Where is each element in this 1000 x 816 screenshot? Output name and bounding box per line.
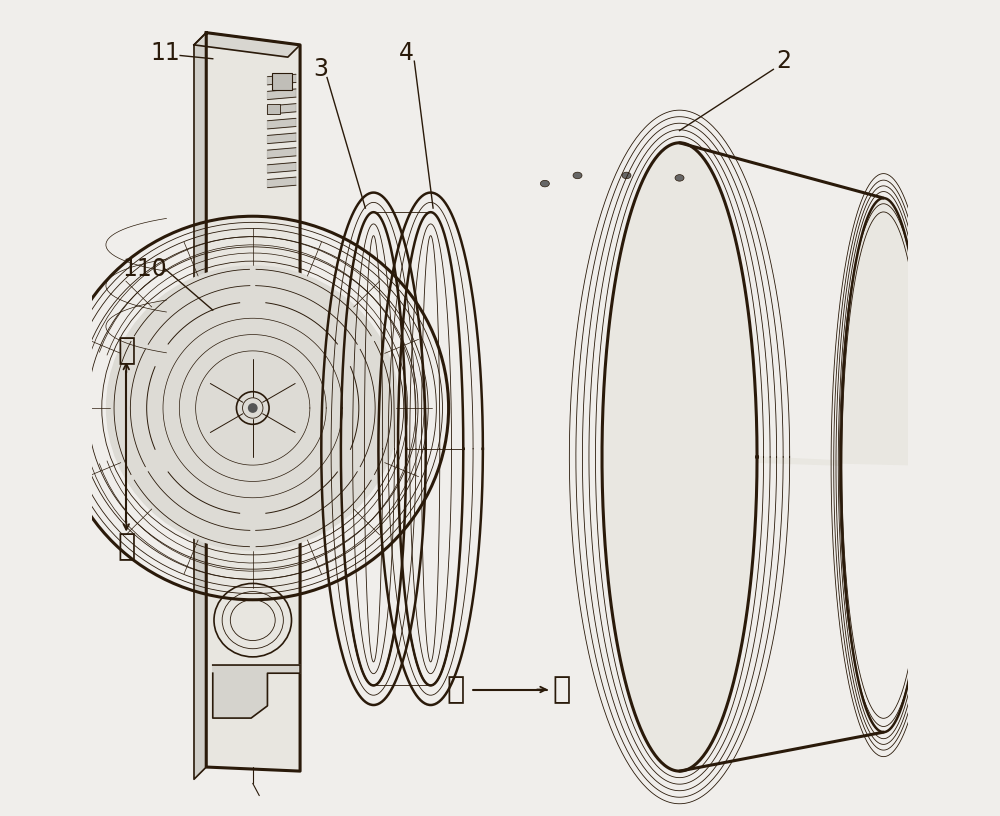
Text: 110: 110 [123,257,167,282]
Bar [272,73,292,90]
Text: 前: 前 [552,675,570,704]
Text: 下: 下 [117,532,135,561]
Polygon shape [267,133,296,144]
Polygon shape [194,33,300,57]
Polygon shape [213,665,300,718]
Text: 4: 4 [399,41,414,65]
Polygon shape [267,177,296,188]
Polygon shape [602,198,926,771]
Text: 11: 11 [151,41,180,65]
Polygon shape [267,118,296,129]
Polygon shape [267,148,296,158]
Ellipse shape [106,265,400,551]
Text: 后: 后 [446,675,464,704]
Polygon shape [267,162,296,173]
Ellipse shape [540,180,549,187]
Polygon shape [267,74,296,85]
Polygon shape [206,33,300,771]
Polygon shape [602,143,926,465]
Ellipse shape [573,172,582,179]
Ellipse shape [248,403,258,413]
Text: 3: 3 [313,57,328,82]
Polygon shape [267,104,296,114]
Ellipse shape [675,175,684,181]
Polygon shape [194,33,206,779]
Polygon shape [267,89,296,100]
Polygon shape [602,143,757,771]
Text: 上: 上 [117,336,135,366]
Text: 2: 2 [776,49,791,73]
Ellipse shape [622,172,631,179]
Bar [267,104,280,114]
